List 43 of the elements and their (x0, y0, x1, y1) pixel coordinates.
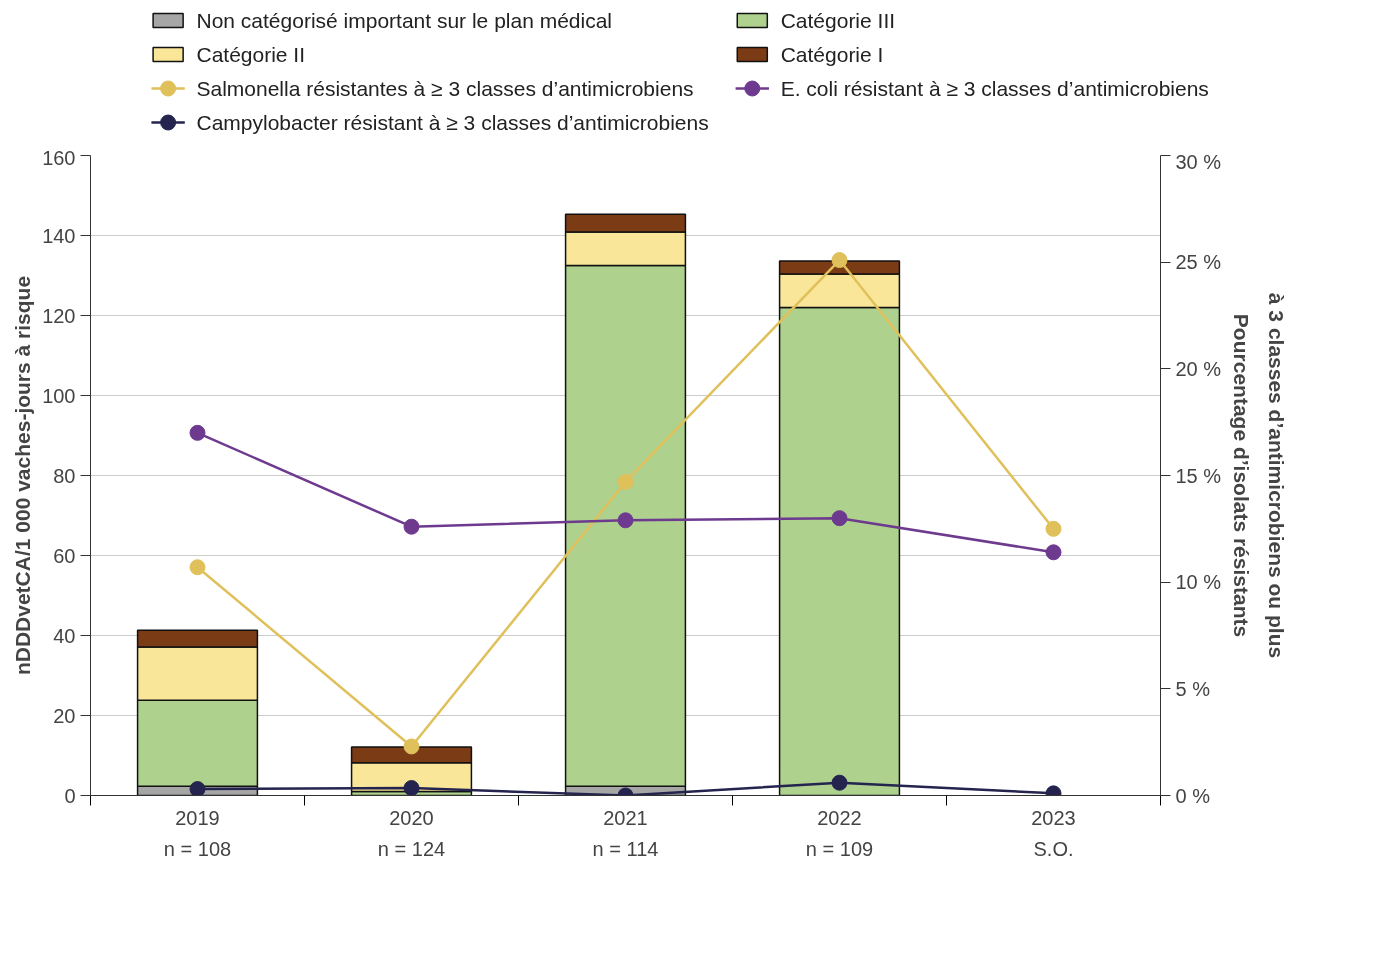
point (189, 781, 206, 796)
y2-tick-label: 5 % (1175, 677, 1211, 700)
y-tick-label: 0 (64, 784, 76, 807)
y2-tick-label: 30 % (1175, 150, 1222, 173)
point (1045, 520, 1062, 537)
point (189, 424, 206, 441)
y-axis-title: nDDDvetCA/1 000 vaches-jours à risque (11, 275, 35, 676)
point (403, 780, 420, 796)
legend-label: Catégorie III (780, 9, 896, 32)
point (831, 774, 848, 791)
category-label: 2023 S.O. (1031, 806, 1076, 860)
y2-tick-label: 20 % (1175, 357, 1222, 380)
y-tick-label: 40 (53, 624, 76, 647)
category-label: 2021 n = 114 (592, 806, 659, 860)
point (403, 738, 420, 755)
point (831, 252, 848, 269)
y-tick-label: 120 (42, 304, 76, 327)
y-tick-label: 160 (42, 146, 76, 169)
category-label: 2022 n = 109 (805, 806, 874, 860)
y2-tick-label: 0 % (1175, 784, 1211, 807)
legend-label: E. coli résistant à ≥ 3 classes d’antimicrobiens (780, 77, 1209, 100)
category-label: 2019 n = 108 (163, 806, 232, 860)
point (617, 473, 634, 490)
y2-axis-title: Pourcentage d’isolats résistants à 3 classes d’antimicrobiens ou plus (1229, 292, 1288, 659)
category-label: 2020 n = 124 (377, 806, 446, 860)
point (189, 559, 206, 576)
y2-tick-label: 25 % (1175, 251, 1222, 274)
y2-tick-label: 10 % (1175, 571, 1222, 594)
y-tick-label: 140 (42, 224, 76, 247)
legend-label: Catégorie I (780, 43, 884, 66)
y-tick-label: 60 (53, 544, 76, 567)
legend-label: Non catégorisé important sur le plan médical (196, 9, 613, 32)
legend-label: Salmonella résistantes à ≥ 3 classes d’antimicrobiens (196, 77, 694, 100)
point (617, 512, 634, 529)
y-tick-label: 80 (53, 464, 76, 487)
point (403, 518, 420, 535)
legend-label: Catégorie II (196, 43, 306, 66)
y2-tick-label: 15 % (1175, 464, 1222, 487)
legend-label: Campylobacter résistant à ≥ 3 classes d’antimicrobiens (196, 111, 709, 134)
point (1045, 544, 1062, 561)
point (831, 510, 848, 527)
y-tick-label: 20 (53, 704, 76, 727)
y-tick-label: 100 (42, 384, 76, 407)
